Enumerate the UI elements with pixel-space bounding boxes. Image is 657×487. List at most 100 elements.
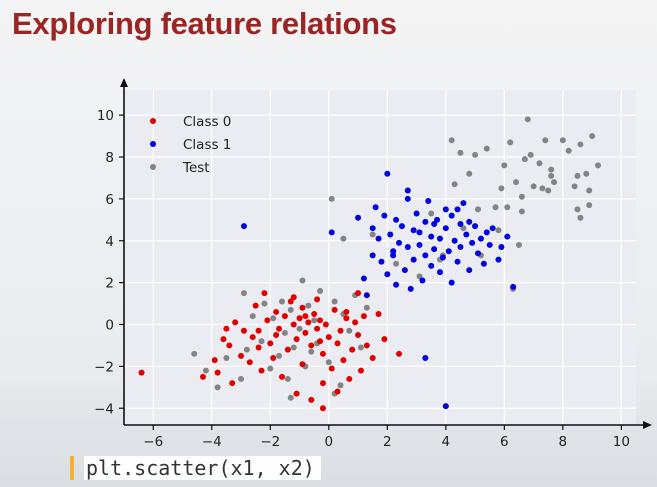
- legend-label: Class 0: [183, 114, 231, 130]
- point-class-1: [477, 235, 484, 242]
- point-test: [577, 141, 584, 148]
- y-tick-label: 8: [105, 150, 114, 166]
- point-class-0: [305, 319, 312, 326]
- point-class-1: [419, 277, 426, 284]
- point-class-1: [407, 285, 414, 292]
- point-test: [296, 325, 303, 332]
- point-class-0: [290, 294, 297, 301]
- point-test: [346, 327, 353, 334]
- point-class-0: [396, 350, 403, 357]
- point-class-0: [308, 396, 315, 403]
- point-test: [305, 302, 312, 309]
- point-test: [311, 317, 318, 324]
- point-class-1: [442, 206, 449, 213]
- point-class-1: [390, 252, 397, 259]
- point-class-0: [343, 308, 350, 315]
- point-class-1: [457, 244, 464, 251]
- point-test: [457, 149, 464, 156]
- point-class-0: [334, 388, 341, 395]
- point-test: [278, 298, 285, 305]
- tick-labels: −6 −4 −2 0 2 4 6 8 10 −4 −2 0 2 4 6 8 10: [94, 108, 630, 450]
- x-axis-arrow: [643, 421, 652, 429]
- point-test: [369, 231, 376, 238]
- point-test: [518, 193, 525, 200]
- point-class-1: [363, 292, 370, 299]
- point-test: [527, 151, 534, 158]
- y-axis-arrow: [120, 78, 128, 87]
- point-class-0: [232, 319, 239, 326]
- point-test: [515, 241, 522, 248]
- point-test: [428, 210, 435, 217]
- point-class-0: [340, 357, 347, 364]
- point-class-0: [261, 290, 268, 297]
- point-test: [243, 346, 250, 353]
- point-class-0: [343, 315, 350, 322]
- x-tick-label: −4: [202, 434, 222, 450]
- point-class-0: [290, 321, 297, 328]
- point-class-0: [267, 340, 274, 347]
- point-test: [308, 348, 315, 355]
- point-class-0: [325, 334, 332, 341]
- point-test: [451, 181, 458, 188]
- point-class-0: [337, 327, 344, 334]
- point-class-0: [352, 319, 359, 326]
- point-class-1: [413, 210, 420, 217]
- point-test: [258, 338, 265, 345]
- point-class-0: [311, 311, 318, 318]
- point-class-0: [284, 346, 291, 353]
- point-class-1: [378, 258, 385, 265]
- point-class-1: [240, 223, 247, 230]
- point-class-1: [436, 269, 443, 276]
- point-test: [577, 214, 584, 221]
- slide-title: Exploring feature relations: [12, 6, 397, 41]
- point-test: [240, 290, 247, 297]
- point-class-0: [138, 369, 145, 376]
- point-class-0: [355, 290, 362, 297]
- point-class-0: [319, 405, 326, 412]
- point-class-1: [355, 214, 362, 221]
- point-class-0: [223, 325, 230, 332]
- point-class-1: [416, 241, 423, 248]
- point-test: [270, 315, 277, 322]
- x-tick-label: 2: [383, 434, 392, 450]
- point-test: [521, 156, 528, 163]
- point-class-0: [308, 342, 315, 349]
- point-test: [276, 352, 283, 359]
- point-test: [448, 137, 455, 144]
- y-tick-label: −4: [94, 401, 114, 417]
- point-test: [416, 273, 423, 280]
- point-class-0: [349, 346, 356, 353]
- point-class-1: [498, 244, 505, 251]
- point-class-1: [384, 170, 391, 177]
- point-class-1: [422, 218, 429, 225]
- point-class-0: [357, 367, 364, 374]
- point-class-1: [404, 187, 411, 194]
- point-class-1: [431, 246, 438, 253]
- point-class-1: [448, 279, 455, 286]
- point-test: [475, 206, 482, 213]
- point-class-0: [273, 331, 280, 338]
- point-class-0: [255, 344, 262, 351]
- point-test: [460, 225, 467, 232]
- code-text: plt.scatter(x1, x2): [84, 456, 321, 480]
- x-tick-label: 6: [500, 434, 509, 450]
- x-tick-label: 8: [559, 434, 568, 450]
- legend-marker: [150, 164, 156, 170]
- point-test: [393, 260, 400, 267]
- point-test: [223, 355, 230, 361]
- point-class-1: [372, 204, 379, 211]
- point-class-1: [442, 225, 449, 232]
- plot-area: [124, 90, 636, 425]
- data-points: [138, 116, 601, 412]
- point-test: [238, 375, 245, 382]
- point-class-1: [439, 254, 446, 261]
- point-class-0: [302, 313, 309, 320]
- point-class-0: [240, 327, 247, 334]
- point-test: [363, 304, 370, 311]
- point-class-0: [331, 306, 338, 313]
- x-tick-label: −6: [143, 434, 163, 450]
- point-test: [214, 384, 221, 391]
- point-test: [466, 170, 473, 177]
- point-class-1: [425, 197, 432, 204]
- point-class-1: [404, 195, 411, 202]
